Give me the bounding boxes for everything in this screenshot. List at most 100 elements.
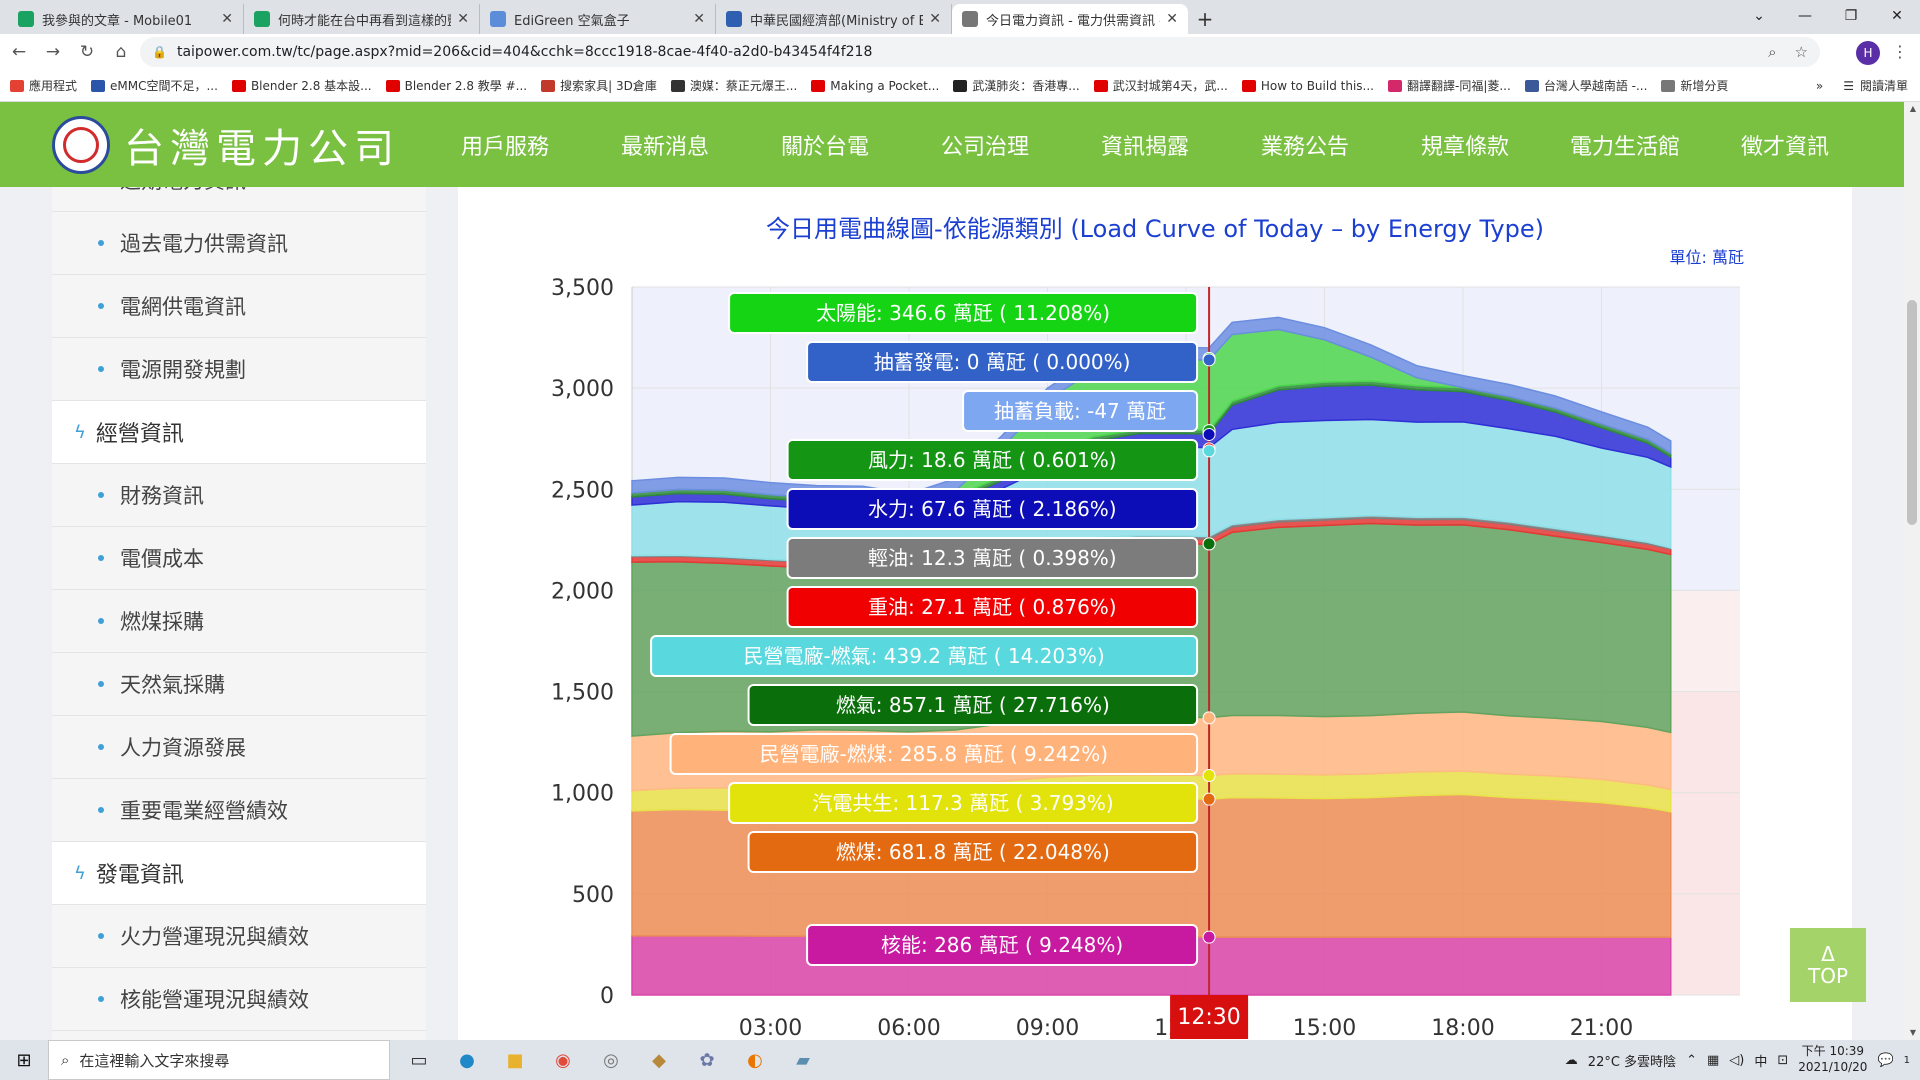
profile-avatar[interactable]: H [1856, 41, 1880, 65]
bookmark-item[interactable]: Blender 2.8 基本設... [231, 77, 372, 94]
sidebar-link-label[interactable]: 重要電業經營績效 [120, 799, 288, 823]
close-window-button[interactable]: ✕ [1891, 8, 1903, 24]
bookmark-item[interactable]: 應用程式 [10, 77, 77, 94]
sidebar-link[interactable]: 核能營運現況與績效 [52, 968, 426, 1031]
forward-icon[interactable]: → [45, 42, 61, 62]
bookmark-item[interactable]: How to Build this... [1241, 79, 1374, 93]
sidebar-link[interactable]: 重要電業經營績效 [52, 779, 426, 842]
clock[interactable]: 下午 10:39 2021/10/20 [1798, 1044, 1867, 1075]
sidebar-link-label[interactable]: 火力營運現況與績效 [120, 925, 309, 949]
taipower-logo[interactable]: 台灣電力公司 [52, 115, 400, 174]
sidebar-link-label[interactable]: 電網供電資訊 [120, 295, 246, 319]
menu-item[interactable]: 規章條款 [1420, 134, 1509, 160]
menu-item[interactable]: 關於台電 [780, 134, 869, 160]
bookmark-item[interactable]: eMMC空間不足，... [91, 77, 218, 94]
menu-item[interactable]: 資訊揭露 [1100, 134, 1189, 160]
tab-search-icon[interactable]: ⌄ [1753, 8, 1765, 24]
tab-title[interactable]: 何時才能在台中再看到這樣的藍天 [278, 13, 451, 29]
sidebar-link[interactable]: 天然氣採購 [52, 653, 426, 716]
ime-indicator[interactable]: 中 [1754, 1054, 1768, 1070]
sidebar-link[interactable]: 電源開發規劃 [52, 338, 426, 401]
weather-text[interactable]: 22°C 多雲時陰 [1587, 1054, 1677, 1070]
reading-list-label[interactable]: 閱讀清單 [1859, 79, 1908, 93]
sidebar-section-heading[interactable]: ϟ 發電資訊 [52, 842, 426, 905]
notification-icon[interactable]: 💬 [1877, 1052, 1894, 1068]
sidebar-link-label[interactable]: 過去電力供需資訊 [120, 232, 288, 256]
browser-tab[interactable]: 中華民國經濟部(Ministry of Econ ✕ [716, 4, 952, 34]
taskbar-search[interactable]: ⌕ 在這裡輸入文字來搜尋 [48, 1040, 390, 1080]
taskbar-search-placeholder[interactable]: 在這裡輸入文字來搜尋 [79, 1051, 230, 1070]
reading-list-icon[interactable]: ☰ [1843, 78, 1854, 93]
url-text[interactable]: taipower.com.tw/tc/page.aspx?mid=206&cid… [176, 44, 873, 60]
back-icon[interactable]: ← [11, 42, 27, 62]
bookmark-item[interactable]: 武漢肺炎：香港專... [953, 77, 1080, 94]
restore-button[interactable]: ❐ [1844, 8, 1858, 24]
bookmark-label[interactable]: 新增分頁 [1680, 79, 1729, 93]
bookmark-label[interactable]: eMMC空間不足，... [110, 79, 218, 93]
sidebar-link[interactable]: 財務資訊 [52, 464, 426, 527]
sidebar-link[interactable]: 燃煤採購 [52, 590, 426, 653]
bookmark-label[interactable]: Blender 2.8 教學 #... [404, 79, 528, 93]
app-icon-1[interactable]: ◎ [603, 1049, 619, 1071]
tab-title[interactable]: 我參與的文章 - Mobile01 [42, 13, 193, 29]
bookmark-label[interactable]: 搜索家具| 3D倉庫 [560, 79, 657, 93]
sidebar-link-label[interactable]: 財務資訊 [120, 484, 204, 508]
menu-item[interactable]: 業務公告 [1260, 134, 1349, 160]
back-to-top-button[interactable]: Δ TOP [1790, 928, 1866, 1002]
browser-menu-icon[interactable]: ⋮ [1892, 42, 1908, 61]
lock-icon[interactable]: 🔒 [152, 45, 167, 59]
url-bar[interactable]: 🔒 taipower.com.tw/tc/page.aspx?mid=206&c… [140, 37, 1820, 67]
sidebar-link-label[interactable]: 天然氣採購 [120, 673, 225, 697]
zoom-icon[interactable]: ⌕ [1768, 43, 1777, 61]
menu-item[interactable]: 公司治理 [940, 134, 1029, 160]
sidebar-link-label[interactable]: 電價成本 [120, 547, 204, 571]
bookmark-label[interactable]: Blender 2.8 基本設... [250, 79, 372, 93]
menu-item[interactable]: 用戶服務 [460, 134, 549, 160]
bookmark-item[interactable]: Blender 2.8 教學 #... [385, 77, 528, 94]
sidebar-link[interactable]: 火力營運現況與績效 [52, 905, 426, 968]
ime-mode-icon[interactable]: ⊡ [1777, 1052, 1789, 1068]
new-tab-button[interactable]: + [1196, 7, 1214, 31]
network-icon[interactable]: ▦ [1706, 1052, 1720, 1068]
menu-item[interactable]: 最新消息 [620, 134, 709, 160]
blender-icon[interactable]: ◐ [747, 1049, 763, 1071]
bookmark-item[interactable]: 新增分頁 [1661, 77, 1728, 94]
bookmark-item[interactable]: 武汉封城第4天，武... [1093, 77, 1228, 94]
browser-tab[interactable]: 我參與的文章 - Mobile01 ✕ [8, 4, 244, 34]
minimize-button[interactable]: — [1798, 8, 1812, 24]
tab-close-icon[interactable]: ✕ [221, 11, 233, 27]
bookmark-star-icon[interactable]: ☆ [1794, 43, 1808, 61]
edge-icon[interactable]: ● [459, 1049, 475, 1071]
scroll-up-arrow-icon[interactable]: ▲ [1909, 104, 1916, 113]
app-icon-3[interactable]: ✿ [699, 1049, 715, 1071]
scroll-down-arrow-icon[interactable]: ▼ [1909, 1028, 1916, 1037]
tab-close-icon[interactable]: ✕ [693, 11, 705, 27]
tab-close-icon[interactable]: ✕ [457, 11, 469, 27]
bookmark-item[interactable]: 翻譯翻譯-同福|菱... [1387, 77, 1511, 94]
volume-icon[interactable]: ◁) [1729, 1052, 1745, 1068]
sidebar-section-label[interactable]: 發電資訊 [95, 863, 184, 888]
page-scrollbar[interactable] [1904, 102, 1920, 1040]
file-explorer-icon[interactable]: ■ [506, 1049, 524, 1071]
tab-title[interactable]: 今日電力資訊 - 電力供需資訊 - 3 [986, 13, 1161, 29]
browser-tab[interactable]: 今日電力資訊 - 電力供需資訊 - 3 ✕ [952, 4, 1188, 34]
bookmark-item[interactable]: 澳媒：蔡正元爆王... [670, 77, 798, 94]
menu-item[interactable]: 徵才資訊 [1740, 134, 1829, 160]
tray-chevron-icon[interactable]: ⌃ [1686, 1052, 1697, 1068]
sidebar-link-label[interactable]: 電源開發規劃 [120, 358, 246, 382]
chrome-icon[interactable]: ◉ [555, 1049, 571, 1071]
sidebar-link[interactable]: 人力資源發展 [52, 716, 426, 779]
bookmark-label[interactable]: Making a Pocket... [830, 78, 940, 93]
home-icon[interactable]: ⌂ [115, 42, 127, 62]
tab-title[interactable]: 中華民國經濟部(Ministry of Econ [750, 13, 923, 29]
task-view-icon[interactable]: ▭ [410, 1049, 428, 1071]
bookmark-item[interactable]: 搜索家具| 3D倉庫 [541, 77, 657, 94]
bookmark-label[interactable]: 武汉封城第4天，武... [1112, 79, 1228, 93]
menu-item[interactable]: 電力生活館 [1569, 134, 1680, 160]
bookmark-label[interactable]: 澳媒：蔡正元爆王... [689, 79, 798, 93]
bookmark-label[interactable]: 翻譯翻譯-同福|菱... [1406, 79, 1511, 93]
sidebar-link-label[interactable]: 燃煤採購 [120, 610, 204, 634]
bookmark-label[interactable]: 應用程式 [29, 79, 78, 93]
reload-icon[interactable]: ↻ [79, 42, 95, 62]
bookmark-item[interactable]: Making a Pocket... [811, 79, 939, 93]
